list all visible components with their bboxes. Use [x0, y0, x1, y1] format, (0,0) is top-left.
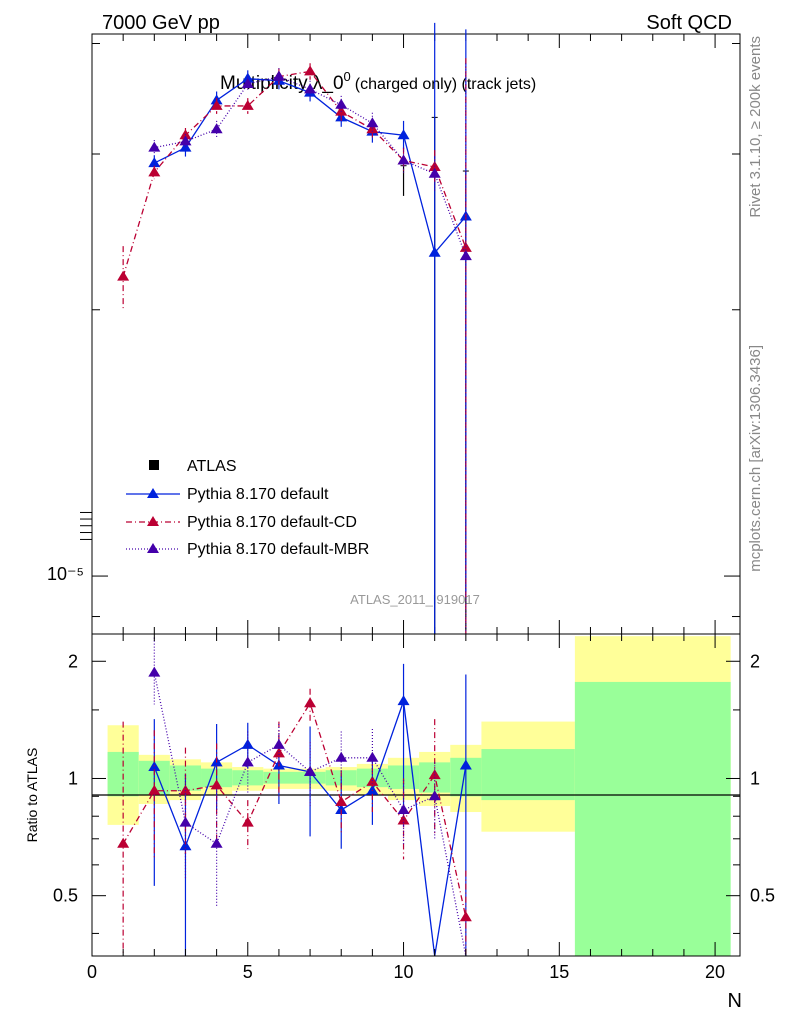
- x-axis-tick-labels: 0 5 10 15 20: [87, 962, 725, 982]
- legend: ATLAS Pythia 8.170 default Pythia 8.170 …: [126, 458, 369, 558]
- legend-default-label: Pythia 8.170 default: [187, 486, 329, 503]
- ratio-point: [272, 738, 285, 749]
- series-point: [397, 129, 410, 140]
- ratio-point: [304, 765, 317, 776]
- stat-uncertainty-band: [481, 749, 575, 801]
- series-point: [272, 70, 285, 81]
- series-point: [335, 105, 348, 116]
- series-point: [241, 72, 254, 83]
- ratio-y-tick-label: 2: [68, 651, 78, 671]
- ratio-point: [459, 911, 472, 922]
- ratio-point: [117, 837, 130, 848]
- x-tick-label: 5: [243, 962, 253, 982]
- x-tick-label: 10: [394, 962, 414, 982]
- series-point: [117, 270, 130, 281]
- title-sup: 0: [344, 69, 351, 84]
- legend-mbr-marker: [147, 543, 159, 553]
- ratio-y-tick-label-right: 1: [750, 768, 760, 788]
- ratio-series-layer: [117, 637, 472, 957]
- series-point: [241, 99, 254, 110]
- x-axis-label: N: [728, 990, 742, 1012]
- ratio-point: [366, 784, 379, 795]
- ratio-y-tick-label: 1: [68, 768, 78, 788]
- ratio-point: [366, 751, 379, 762]
- stat-uncertainty-band: [232, 770, 264, 786]
- ratio-axis-ticks: 0.5 0.5 1 1 2 2: [53, 634, 775, 956]
- ratio-point: [335, 803, 348, 814]
- legend-mbr-label: Pythia 8.170 default-MBR: [187, 541, 369, 558]
- ratio-series-line: [122, 701, 467, 918]
- ratio-uncertainty-bands: [107, 636, 731, 956]
- title-suffix: (charged only) (track jets): [355, 76, 536, 93]
- series-line: [122, 70, 467, 277]
- series-line: [154, 75, 467, 257]
- legend-atlas-label: ATLAS: [187, 458, 237, 475]
- main-title: Multiplicity λ_00 (charged only) (track j…: [220, 69, 536, 94]
- series-point: [241, 77, 254, 88]
- analysis-tag: ATLAS_2011_I919017: [350, 592, 480, 607]
- ratio-point: [428, 790, 441, 801]
- ratio-point: [272, 747, 285, 758]
- ratio-y-tick-label-right: 0.5: [750, 886, 775, 906]
- series-point: [304, 83, 317, 94]
- ratio-point: [428, 769, 441, 780]
- rivet-version-label: Rivet 3.1.10, ≥ 200k events: [747, 36, 764, 218]
- stat-uncertainty-band: [574, 681, 731, 956]
- ratio-point: [397, 803, 410, 814]
- header-collision-label: 7000 GeV pp: [102, 12, 220, 34]
- legend-cd-label: Pythia 8.170 default-CD: [187, 514, 357, 531]
- ratio-series-group: [117, 688, 472, 956]
- main-plot-panel: Multiplicity λ_00 (charged only) (track j…: [47, 22, 741, 635]
- ratio-plot-panel: 0.5 0.5 1 1 2 2 Ratio to ATLAS: [24, 633, 775, 957]
- ratio-point: [210, 837, 223, 848]
- legend-default-marker: [147, 488, 159, 498]
- series-point: [179, 135, 192, 146]
- x-tick-label: 20: [705, 962, 725, 982]
- main-series-layer: [117, 22, 472, 634]
- ratio-point: [179, 784, 192, 795]
- series-point: [428, 167, 441, 178]
- mcplots-citation-label: mcplots.cern.ch [arXiv:1306.3436]: [747, 345, 764, 572]
- series-point: [366, 117, 379, 128]
- main-axis-ticks: [80, 34, 740, 634]
- header-category-label: Soft QCD: [646, 12, 732, 34]
- ratio-point: [148, 784, 161, 795]
- series-point: [148, 157, 161, 168]
- x-tick-label: 0: [87, 962, 97, 982]
- series-point: [304, 65, 317, 76]
- series-line: [154, 77, 467, 255]
- ratio-point: [459, 759, 472, 770]
- series-point: [210, 99, 223, 110]
- ratio-point: [148, 666, 161, 677]
- ratio-point: [397, 695, 410, 706]
- ratio-point: [179, 816, 192, 827]
- ratio-point: [210, 779, 223, 790]
- ratio-series-group: [148, 637, 467, 957]
- ratio-plot-frame: [91, 633, 741, 957]
- ratio-point: [241, 756, 254, 767]
- ratio-point: [179, 840, 192, 851]
- series-point: [210, 123, 223, 134]
- ratio-y-tick-label: 0.5: [53, 886, 78, 906]
- series-group: [148, 63, 472, 634]
- legend-cd-marker: [147, 516, 159, 526]
- ratio-y-tick-label-right: 2: [750, 651, 760, 671]
- ratio-y-axis-label: Ratio to ATLAS: [24, 748, 40, 843]
- main-y-tick-label: 10⁻⁵: [47, 564, 84, 584]
- legend-atlas-marker: [149, 460, 159, 470]
- ratio-point: [335, 751, 348, 762]
- series-point: [397, 154, 410, 165]
- series-point: [148, 141, 161, 152]
- series-point: [459, 250, 472, 261]
- ratio-point: [304, 697, 317, 708]
- series-point: [335, 98, 348, 109]
- x-tick-label: 15: [549, 962, 569, 982]
- series-point: [148, 166, 161, 177]
- series-point: [428, 246, 441, 257]
- ratio-point: [241, 816, 254, 827]
- ratio-point: [335, 796, 348, 807]
